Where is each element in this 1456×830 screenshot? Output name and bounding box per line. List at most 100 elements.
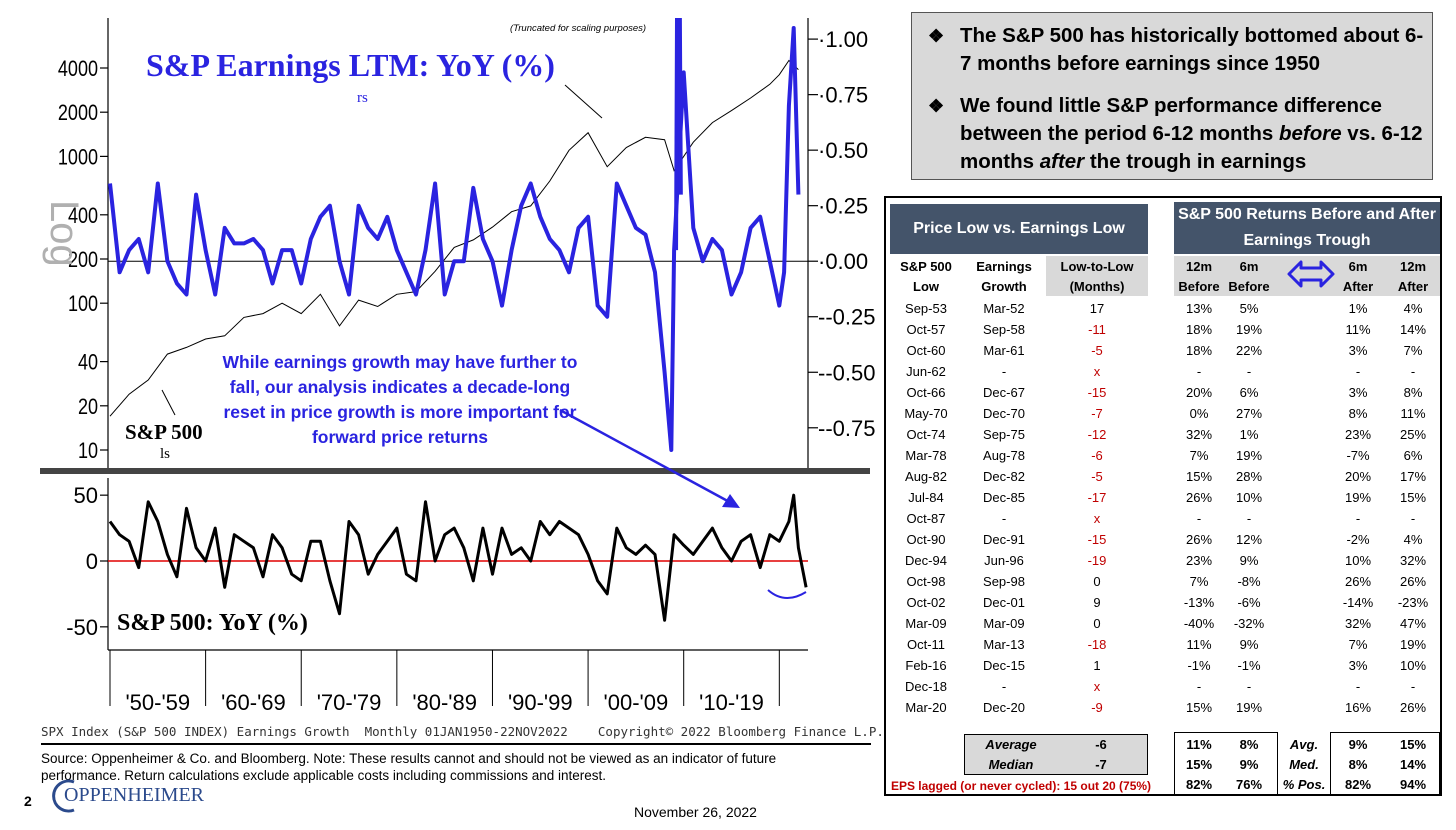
table-cell: 26% — [1344, 574, 1372, 589]
key-points-box: ❖ The S&P 500 has historically bottomed … — [911, 12, 1433, 180]
table-cell: 9% — [1239, 637, 1259, 652]
title-pointer — [564, 84, 603, 119]
table-cell: 15% — [1399, 490, 1427, 505]
table-cell: Sep-75 — [983, 427, 1025, 442]
table-cell: 7% — [1189, 574, 1209, 589]
after-summary-box — [1330, 732, 1440, 795]
earnings-yoy-line — [108, 26, 801, 452]
left-tick-label: 100 — [68, 293, 98, 317]
summary-before-6m: 76% — [1235, 777, 1263, 792]
table-cell: Oct-60 — [906, 343, 946, 358]
bottom-tick-label: 50 — [74, 483, 98, 508]
table-cell: -40% — [1183, 616, 1215, 631]
table-cell: Jun-96 — [984, 553, 1024, 568]
table-cell: Mar-13 — [983, 637, 1025, 652]
table-cell: Oct-66 — [906, 385, 946, 400]
table-cell: Sep-53 — [905, 301, 947, 316]
table-cell: 17% — [1399, 469, 1427, 484]
right-tick-label: ·0.50 — [818, 138, 868, 163]
table-cell: 17 — [1089, 301, 1105, 316]
log-axis-note: Log — [42, 200, 86, 267]
table-cell: 8% — [1403, 385, 1423, 400]
table-cell: -5 — [1091, 343, 1103, 358]
table-cell: 15% — [1185, 700, 1213, 715]
right-tick-label: --0.25 — [818, 305, 875, 330]
column-header: Low-to-Low — [1060, 259, 1134, 274]
table-cell: Mar-61 — [983, 343, 1025, 358]
column-header: Before — [1178, 279, 1220, 294]
right-tick-label: ·0.00 — [818, 249, 868, 274]
months-col-shade — [1046, 256, 1148, 296]
table-cell: Dec-91 — [983, 532, 1025, 547]
average-value: -6 — [1095, 737, 1107, 752]
table-cell: 27% — [1235, 406, 1263, 421]
table-cell: Dec-94 — [905, 553, 947, 568]
summary-after-6m: 9% — [1348, 737, 1368, 752]
right-tick-label: ·0.25 — [818, 194, 868, 219]
table-cell: 14% — [1399, 322, 1427, 337]
rs-marker: rs — [357, 90, 368, 106]
table-cell: 4% — [1403, 301, 1423, 316]
logo-text: OPPENHEIMER — [64, 784, 205, 806]
source-note: Source: Oppenheimer & Co. and Bloomberg.… — [41, 751, 777, 783]
eps-lag-note: EPS lagged (or never cycled): 15 out 20 … — [890, 779, 1152, 793]
table-cell: -1% — [1187, 658, 1211, 673]
table-cell: -7% — [1346, 448, 1370, 463]
bullet-2-emphasis: before — [1278, 122, 1342, 145]
table-cell: 28% — [1235, 469, 1263, 484]
table-cell: Oct-11 — [906, 637, 946, 652]
column-header: 6m — [1239, 259, 1259, 274]
table-cell: 15% — [1185, 469, 1213, 484]
table-cell: Feb-16 — [905, 658, 947, 673]
table-cell: -17 — [1087, 490, 1107, 505]
table-cell: 3% — [1348, 343, 1368, 358]
table-cell: 18% — [1185, 322, 1213, 337]
table-cell: Jul-84 — [908, 490, 944, 505]
table-cell: x — [1093, 511, 1101, 526]
table-cell: -6% — [1237, 595, 1261, 610]
column-header: (Months) — [1069, 279, 1125, 294]
table-cell: 20% — [1185, 385, 1213, 400]
table-cell: 25% — [1399, 427, 1427, 442]
table-cell: 16% — [1344, 700, 1372, 715]
table-cell: 11% — [1186, 637, 1212, 652]
bullet-2-part: vs. 6-12 months — [960, 122, 1423, 173]
table-cell: - — [1410, 679, 1416, 694]
recent-dip-marker — [767, 589, 807, 599]
table-cell: -2% — [1346, 532, 1370, 547]
bottom-tick-label: -50 — [66, 615, 98, 640]
table-cell: 22% — [1235, 343, 1263, 358]
table-cell: - — [1001, 511, 1007, 526]
bottom-chart-title: S&P 500: YoY (%) — [117, 610, 308, 636]
table-cell: -9 — [1091, 700, 1103, 715]
table-cell: Oct-98 — [906, 574, 946, 589]
table-cell: 26% — [1185, 532, 1213, 547]
table-cell: Oct-74 — [906, 427, 946, 442]
table-cell: Mar-20 — [905, 700, 947, 715]
left-tick-label: 4000 — [58, 57, 98, 81]
bullet-2-part: We found little S&P performance differen… — [960, 94, 1382, 145]
decade-label: '00-'09 — [604, 690, 669, 715]
table-cell: 10% — [1399, 658, 1427, 673]
left-tick-label: 200 — [68, 248, 98, 272]
summary-before-12m: 15% — [1185, 757, 1213, 772]
table-cell: - — [1196, 511, 1202, 526]
footer-rule — [41, 743, 871, 745]
table-cell: 19% — [1235, 700, 1263, 715]
table-cell: - — [1246, 364, 1252, 379]
sp500-label-pointer — [161, 389, 176, 416]
table-cell: 19% — [1235, 448, 1263, 463]
table-cell: 23% — [1344, 427, 1372, 442]
table-cell: Oct-02 — [906, 595, 946, 610]
avg-median-box — [964, 734, 1148, 775]
table-cell: 9% — [1239, 553, 1259, 568]
bullet-2-text: We found little S&P performance differen… — [960, 92, 1430, 176]
left-header: Price Low vs. Earnings Low — [890, 204, 1148, 254]
table-cell: 3% — [1348, 385, 1368, 400]
summary-before-6m: 8% — [1239, 737, 1259, 752]
table-cell: Dec-01 — [983, 595, 1025, 610]
summary-before-6m: 9% — [1239, 757, 1259, 772]
table-cell: -1% — [1237, 658, 1261, 673]
table-cell: 18% — [1185, 343, 1213, 358]
table-cell: Mar-52 — [983, 301, 1025, 316]
